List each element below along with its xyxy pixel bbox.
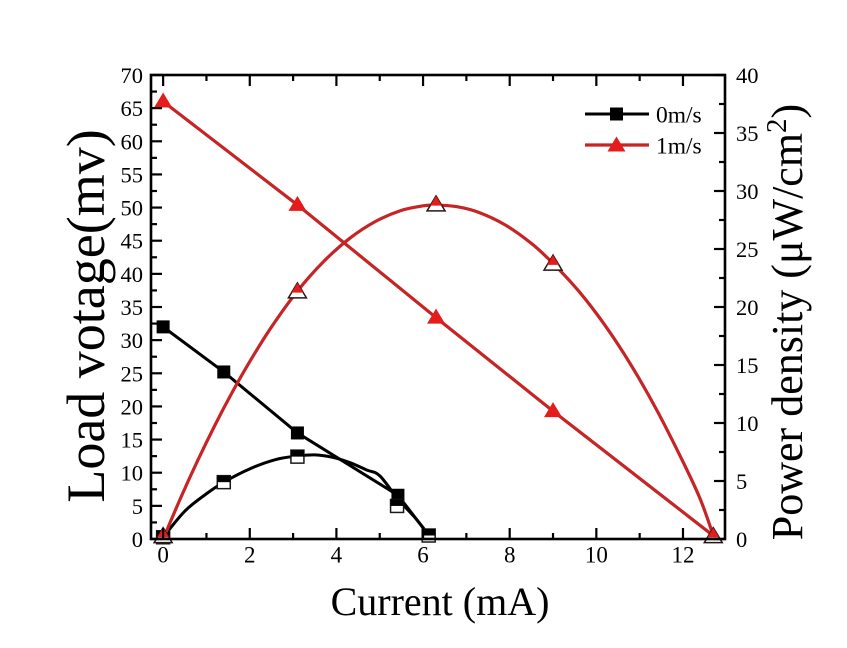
y-left-tick-label: 20 <box>121 394 144 419</box>
x-tick-label: 8 <box>504 543 516 568</box>
y-left-tick-label: 0 <box>132 527 143 552</box>
y-left-tick-label: 60 <box>121 129 144 154</box>
x-tick-label: 4 <box>331 543 343 568</box>
series-line <box>161 453 431 539</box>
data-point-marker <box>427 308 446 324</box>
x-tick-label: 0 <box>157 543 169 568</box>
data-point-marker <box>288 195 307 211</box>
legend-label-0ms: 0m/s <box>656 103 702 129</box>
y-right-tick-label: 40 <box>736 63 759 88</box>
y-left-tick-label: 10 <box>121 461 144 486</box>
y-left-tick-label: 35 <box>121 295 144 320</box>
data-point-marker <box>156 320 170 334</box>
y-right-tick-label: 15 <box>736 353 759 378</box>
data-point-marker-top <box>290 450 304 457</box>
data-point-marker <box>544 402 563 418</box>
x-tick-label: 2 <box>244 543 256 568</box>
series-line <box>161 203 715 541</box>
x-axis-title: Current (mA) <box>331 579 550 624</box>
data-point-marker-top <box>390 499 404 506</box>
data-point-marker <box>391 488 405 502</box>
y-axis-title-right-sup: 2 <box>761 118 793 133</box>
data-point-marker <box>290 426 304 440</box>
y-axis-title-right-main: Power density (μW/cm <box>763 133 812 540</box>
legend: 0m/s 1m/s <box>585 103 702 160</box>
y-left-tick-label: 50 <box>121 196 144 221</box>
x-tick-label: 6 <box>417 543 429 568</box>
y-axis-title-right-end: ) <box>763 104 812 119</box>
series-layer <box>152 92 724 545</box>
y-right-tick-label: 35 <box>736 121 759 146</box>
data-point-marker-top <box>547 255 559 265</box>
data-point-marker-top <box>217 475 231 483</box>
data-point-marker-top <box>707 527 720 538</box>
y-left-tick-label: 70 <box>121 63 144 88</box>
y-left-tick-label: 5 <box>132 494 143 519</box>
y-right-tick-label: 30 <box>736 179 759 204</box>
data-point-marker-top <box>422 529 436 536</box>
y-right-tick-label: 5 <box>736 469 747 494</box>
y-left-tick-label: 30 <box>121 328 144 353</box>
data-point-marker <box>154 92 173 108</box>
y-left-tick-label: 45 <box>121 229 144 254</box>
y-left-tick-label: 40 <box>121 262 144 287</box>
tick-labels-layer: 0 2 4 6 8 10 120510152025303540455055606570051… <box>121 63 759 568</box>
x-tick-label: 12 <box>671 543 694 568</box>
plot-frame <box>149 73 727 541</box>
y-axis-title-left: Load votage(mv) <box>56 129 116 502</box>
data-point-marker-top <box>291 282 304 293</box>
y-axis-title-right: Power density (μW/cm2) <box>761 104 812 540</box>
y-left-tick-label: 25 <box>121 361 144 386</box>
y-left-tick-label: 55 <box>121 162 144 187</box>
legend-marker-0ms <box>610 107 623 121</box>
y-left-tick-label: 15 <box>121 428 144 453</box>
data-point-marker-top <box>430 195 442 206</box>
data-point-marker <box>217 365 231 379</box>
x-tick-label: 10 <box>585 543 608 568</box>
legend-entry-0ms: 0m/s <box>585 103 702 129</box>
y-right-tick-label: 25 <box>736 237 759 262</box>
y-left-tick-label: 65 <box>121 96 144 121</box>
y-right-tick-label: 0 <box>736 527 747 552</box>
legend-label-1ms: 1m/s <box>656 134 702 160</box>
series-1m-s-power-density <box>152 194 724 544</box>
y-right-tick-label: 20 <box>736 295 759 320</box>
legend-entry-1ms: 1m/s <box>585 134 702 160</box>
y-right-tick-label: 10 <box>736 411 759 436</box>
legend-marker-1ms <box>607 136 626 152</box>
